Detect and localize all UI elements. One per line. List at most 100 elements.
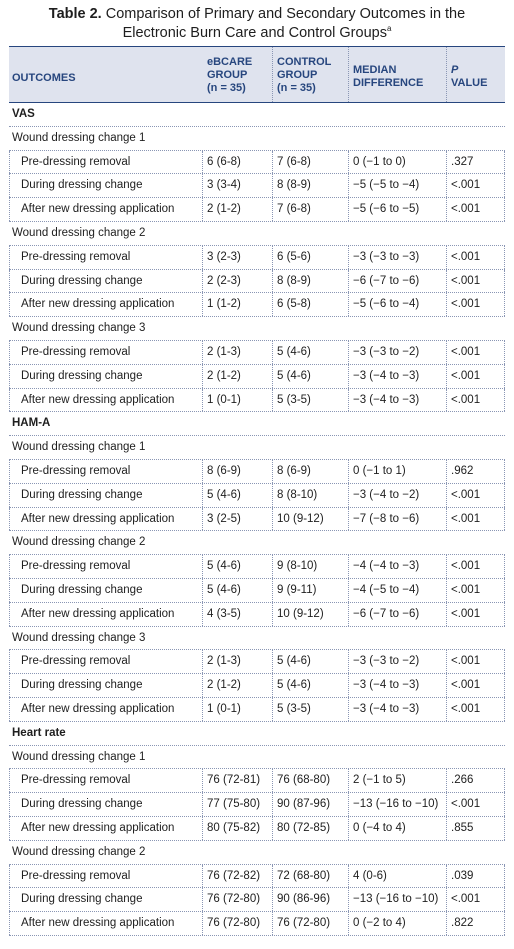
p-value: <.001: [447, 650, 505, 674]
title-footnote-mark: a: [386, 24, 392, 34]
table-row: Pre-dressing removal 2 (1-3) 5 (4-6) −3 (−3…: [9, 650, 505, 675]
median-difference: −3 (−3 to −2): [349, 340, 447, 364]
control-value: 6 (5-8): [273, 293, 349, 317]
control-value: 5 (4-6): [273, 674, 349, 697]
section-row: VAS: [9, 103, 505, 127]
median-difference: 2 (−1 to 5): [349, 769, 447, 793]
control-value: 7 (6-8): [273, 198, 349, 221]
group-row: Wound dressing change 2: [9, 222, 505, 246]
row-label: Pre-dressing removal: [9, 150, 203, 174]
median-difference: −3 (−4 to −3): [349, 388, 447, 412]
p-value: .962: [447, 459, 505, 483]
median-difference: 0 (−4 to 4): [349, 816, 447, 840]
group-label: Wound dressing change 1: [12, 750, 146, 763]
median-difference: 0 (−2 to 4): [349, 912, 447, 935]
table-row: During dressing change 76 (72-80) 90 (86-9…: [9, 888, 505, 913]
table-row: During dressing change 77 (75-80) 90 (87-9…: [9, 793, 505, 817]
group-row: Wound dressing change 2: [9, 841, 505, 865]
table-row: After new dressing application 1 (1-2) 6 (…: [9, 293, 505, 318]
table-row: After new dressing application 80 (75-82)…: [9, 816, 505, 841]
row-label: During dressing change: [9, 578, 203, 602]
table-row: Pre-dressing removal 8 (6-9) 8 (6-9) 0 (−1 …: [9, 459, 505, 484]
table-row: During dressing change 5 (4-6) 8 (8-10) −3 …: [9, 483, 505, 508]
median-difference: −3 (−3 to −3): [349, 245, 447, 269]
group-label: Wound dressing change 2: [12, 226, 146, 239]
p-value: <.001: [447, 340, 505, 364]
table-row: After new dressing application 4 (3-5) 10 …: [9, 602, 505, 627]
p-value: <.001: [447, 245, 505, 269]
row-label: After new dressing application: [9, 602, 203, 626]
p-value: <.001: [447, 269, 505, 293]
ebcare-value: 5 (4-6): [203, 578, 273, 602]
median-difference: −5 (−6 to −5): [349, 198, 447, 221]
control-value: 7 (6-8): [273, 150, 349, 174]
row-label: During dressing change: [9, 888, 203, 912]
p-value: <.001: [447, 578, 505, 602]
ebcare-value: 6 (6-8): [203, 150, 273, 174]
p-value: <.001: [447, 555, 505, 578]
group-label: Wound dressing change 1: [12, 131, 146, 144]
group-row: Wound dressing change 3: [9, 317, 505, 341]
row-label: During dressing change: [9, 674, 203, 697]
row-label: After new dressing application: [9, 912, 203, 935]
group-label: Wound dressing change 3: [12, 631, 146, 644]
row-label: After new dressing application: [9, 388, 203, 412]
ebcare-value: 1 (0-1): [203, 388, 273, 412]
median-difference: −4 (−4 to −3): [349, 555, 447, 578]
p-value: <.001: [447, 293, 505, 317]
median-difference: −5 (−5 to −4): [349, 174, 447, 198]
header-p-value-label: VALUE: [451, 77, 488, 89]
header-median: MEDIAN DIFFERENCE: [349, 47, 447, 102]
table-row: During dressing change 2 (2-3) 8 (8-9) −6 (…: [9, 269, 505, 294]
header-ebcare-line2: GROUP: [207, 69, 248, 81]
p-value: <.001: [447, 174, 505, 198]
ebcare-value: 80 (75-82): [203, 816, 273, 840]
header-ebcare-line3: (n = 35): [207, 82, 246, 94]
table-title-line2: Electronic Burn Care and Control Groups: [122, 25, 387, 41]
row-label: After new dressing application: [9, 198, 203, 221]
row-label: Pre-dressing removal: [9, 650, 203, 674]
table-title-rest: Comparison of Primary and Secondary Outc…: [101, 6, 466, 22]
header-control-line2: GROUP: [277, 69, 318, 81]
ebcare-value: 76 (72-82): [203, 864, 273, 888]
control-value: 76 (72-80): [273, 912, 349, 935]
table-row: Pre-dressing removal 76 (72-81) 76 (68-80)…: [9, 769, 505, 794]
ebcare-value: 3 (3-4): [203, 174, 273, 198]
row-label: During dressing change: [9, 793, 203, 816]
table-row: After new dressing application 3 (2-5) 10 …: [9, 507, 505, 532]
ebcare-value: 5 (4-6): [203, 483, 273, 507]
row-label: Pre-dressing removal: [9, 864, 203, 888]
row-label: After new dressing application: [9, 507, 203, 531]
group-row: Wound dressing change 1: [9, 127, 505, 151]
median-difference: −7 (−8 to −6): [349, 507, 447, 531]
median-difference: −6 (−7 to −6): [349, 269, 447, 293]
table-title: Table 2. Comparison of Primary and Secon…: [0, 5, 514, 43]
control-value: 6 (5-6): [273, 245, 349, 269]
row-label: During dressing change: [9, 269, 203, 293]
p-value: <.001: [447, 793, 505, 816]
header-control: CONTROL GROUP (n = 35): [273, 47, 349, 102]
group-label: Wound dressing change 1: [12, 441, 146, 454]
header-p-value: P VALUE: [447, 47, 505, 102]
control-value: 5 (4-6): [273, 650, 349, 674]
section-label: VAS: [12, 108, 35, 120]
table-header: OUTCOMES eBCARE GROUP (n = 35) CONTROL G…: [9, 46, 505, 103]
section-row: Heart rate: [9, 722, 505, 746]
p-value: <.001: [447, 697, 505, 721]
header-ebcare-line1: eBCARE: [207, 56, 253, 68]
ebcare-value: 3 (2-5): [203, 507, 273, 531]
control-value: 8 (6-9): [273, 459, 349, 483]
p-value: <.001: [447, 507, 505, 531]
control-value: 5 (3-5): [273, 697, 349, 721]
control-value: 10 (9-12): [273, 507, 349, 531]
median-difference: −4 (−5 to −4): [349, 578, 447, 602]
table-row: After new dressing application 1 (0-1) 5 (…: [9, 697, 505, 722]
control-value: 9 (9-11): [273, 578, 349, 602]
p-value: <.001: [447, 198, 505, 221]
control-value: 90 (87-96): [273, 793, 349, 816]
median-difference: −13 (−16 to −10): [349, 888, 447, 912]
row-label: Pre-dressing removal: [9, 340, 203, 364]
row-label: Pre-dressing removal: [9, 245, 203, 269]
ebcare-value: 4 (3-5): [203, 602, 273, 626]
